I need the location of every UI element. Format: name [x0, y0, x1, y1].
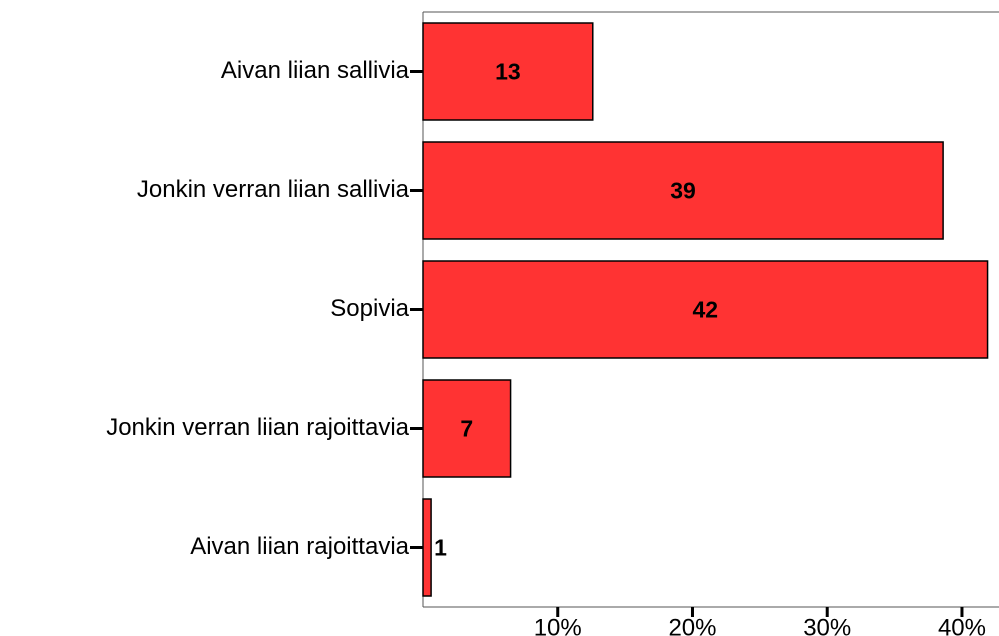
- bar: [422, 141, 944, 240]
- data-label: 7: [460, 416, 473, 442]
- y-tick-label: Jonkin verran liian rajoittavia: [106, 414, 409, 441]
- x-tick-label: 20%: [668, 614, 716, 636]
- bar: [422, 379, 512, 478]
- data-label: 1: [434, 535, 447, 561]
- bar: [422, 498, 432, 597]
- x-tick-label: 30%: [803, 614, 851, 636]
- y-tick-label: Aivan liian sallivia: [221, 57, 410, 84]
- y-tick-label: Jonkin verran liian sallivia: [137, 176, 410, 203]
- y-tick-label: Sopivia: [330, 295, 409, 322]
- data-label: 39: [670, 178, 696, 204]
- bar: [422, 260, 989, 359]
- x-tick-label: 10%: [534, 614, 582, 636]
- x-tick-label: 40%: [938, 614, 986, 636]
- data-label: 42: [692, 297, 718, 323]
- bar: [422, 22, 594, 121]
- data-label: 13: [495, 59, 521, 85]
- y-tick-label: Aivan liian rajoittavia: [190, 533, 409, 560]
